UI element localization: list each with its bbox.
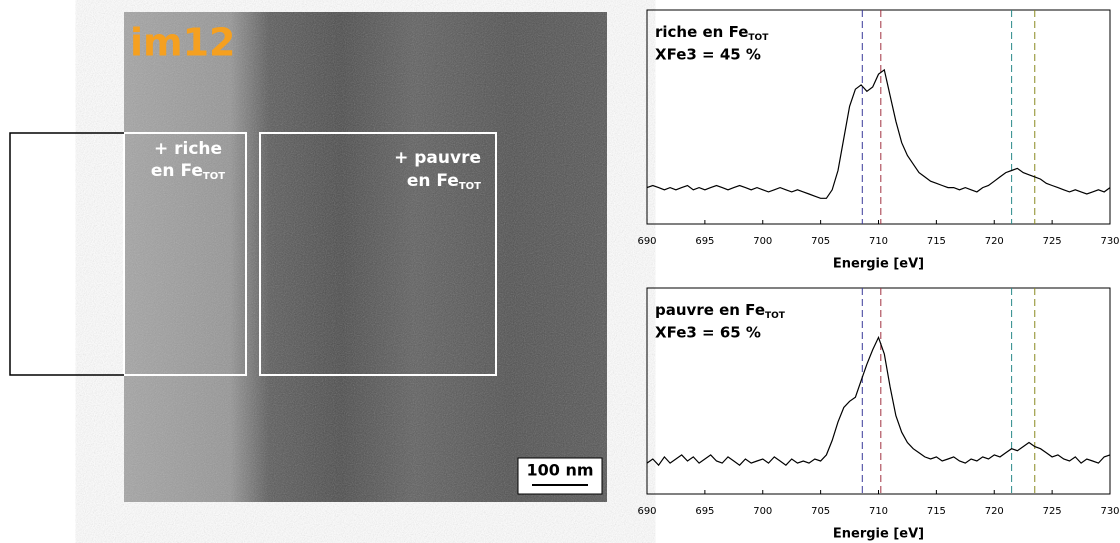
micrograph: im12 + riche en FeTOT + pauvre en FeTOT … [9, 12, 607, 502]
subscript: TOT [748, 33, 769, 43]
chart-subtitle: XFe3 = 45 % [655, 46, 761, 64]
scale-bar-label: 100 nm [526, 461, 593, 480]
scale-bar-box [517, 457, 603, 495]
x-tick-label: 705 [811, 236, 830, 247]
subscript: TOT [765, 311, 786, 321]
x-tick-label: 705 [811, 506, 830, 517]
region-label: en FeTOT [151, 161, 225, 182]
x-tick-label: 720 [985, 236, 1004, 247]
x-tick-label: 695 [695, 236, 714, 247]
chart-title: riche en FeTOT [655, 23, 769, 43]
subscript: TOT [203, 171, 225, 182]
chart-title: pauvre en FeTOT [655, 301, 786, 321]
x-tick-label: 690 [637, 236, 656, 247]
chart-title: riche en Fe [655, 23, 748, 41]
region-label: en FeTOT [407, 171, 481, 192]
x-axis-label: Energie [eV] [833, 527, 924, 542]
bracket [9, 132, 124, 376]
x-tick-label: 715 [927, 506, 946, 517]
x-tick-label: 690 [637, 506, 656, 517]
x-tick-label: 725 [1043, 506, 1062, 517]
x-tick-label: 730 [1100, 236, 1119, 247]
region-label: en Fe [151, 161, 203, 181]
chart-title: pauvre en Fe [655, 301, 765, 319]
image-label: im12 [130, 21, 236, 65]
x-tick-label: 730 [1100, 506, 1119, 517]
region-box [123, 132, 247, 376]
x-tick-label: 710 [869, 506, 888, 517]
x-tick-label: 720 [985, 506, 1004, 517]
spectrum-line [646, 68, 1111, 199]
subscript: TOT [459, 181, 481, 192]
plot-frame [646, 9, 1111, 225]
x-tick-label: 710 [869, 236, 888, 247]
x-tick-label: 695 [695, 506, 714, 517]
x-tick-label: 725 [1043, 236, 1062, 247]
x-tick-label: 700 [753, 506, 772, 517]
region-box [259, 132, 497, 376]
x-tick-label: 715 [927, 236, 946, 247]
region-label: + pauvre [394, 148, 481, 168]
spectrum-line [646, 335, 1111, 467]
image-noise [124, 12, 607, 502]
region-label: + riche [154, 139, 222, 159]
x-axis-label: Energie [eV] [833, 257, 924, 272]
plot-frame [646, 287, 1111, 495]
region-label: en Fe [407, 171, 459, 191]
chart-subtitle: XFe3 = 65 % [655, 324, 761, 342]
x-tick-label: 700 [753, 236, 772, 247]
